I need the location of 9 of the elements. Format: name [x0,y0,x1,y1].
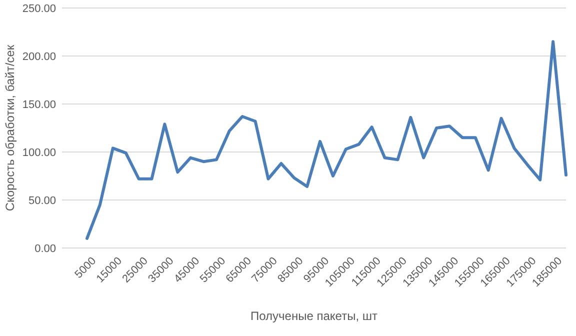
y-tick-label: 0.00 [34,242,56,255]
y-tick-label: 50.00 [28,194,56,207]
y-tick-label: 100.00 [22,146,56,159]
y-axis-title: Скорость обработки, байт/сек [3,44,17,212]
y-tick-label: 150.00 [22,98,56,111]
line-series [86,40,568,240]
x-axis-title: Полученые пакеты, шт [250,309,378,323]
y-tick-label: 200.00 [22,50,56,63]
y-tick-label: 250.00 [22,2,56,15]
